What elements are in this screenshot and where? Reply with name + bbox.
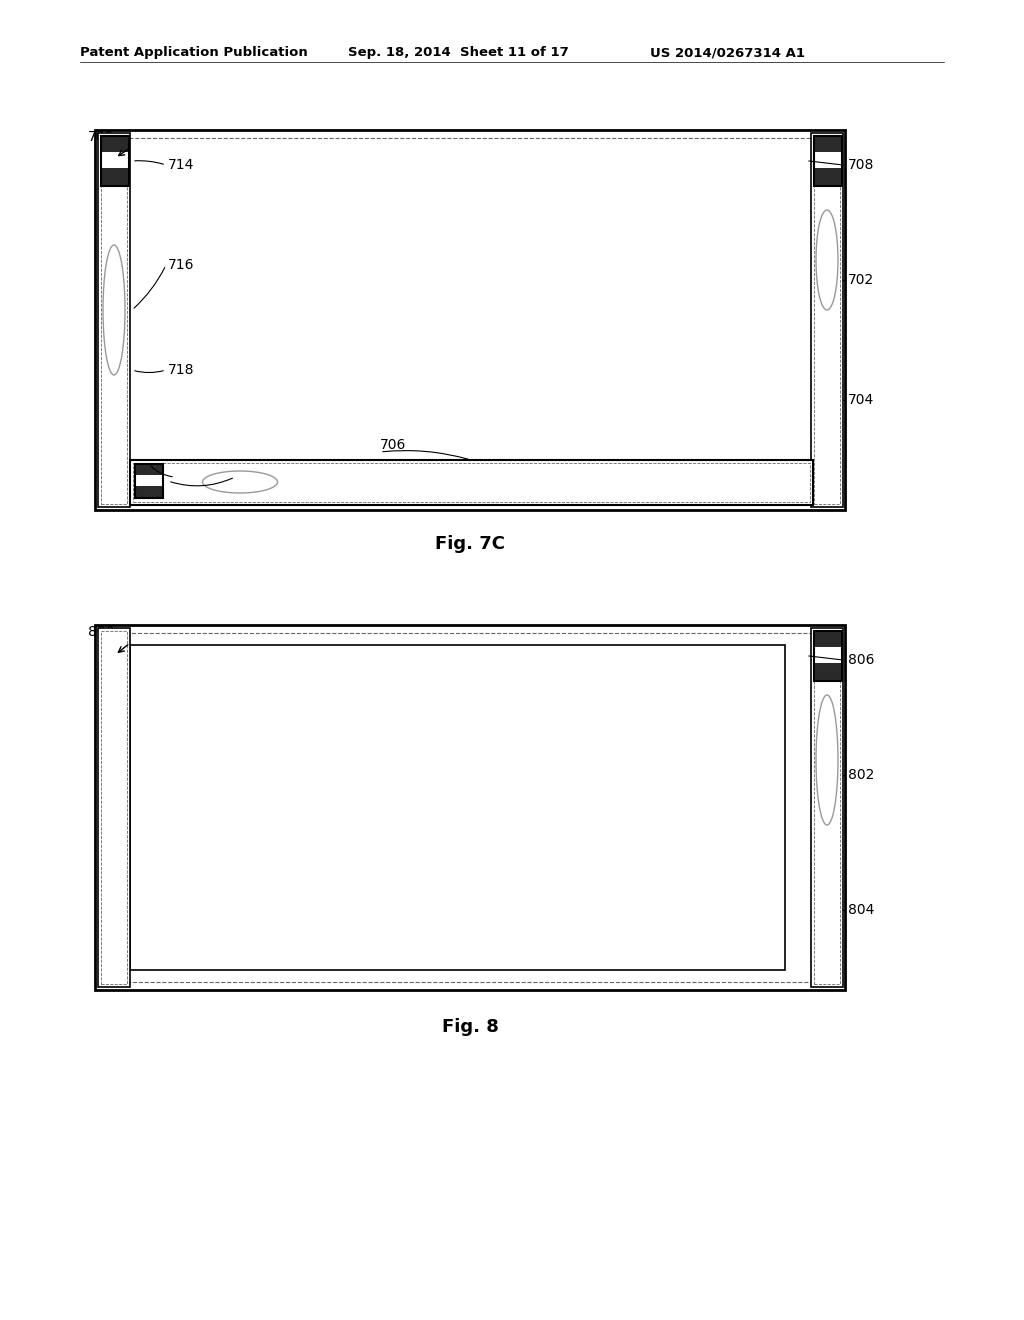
Bar <box>101 136 127 504</box>
Bar <box>130 645 785 970</box>
Text: 700: 700 <box>88 129 115 144</box>
Text: 800: 800 <box>88 624 115 639</box>
Bar <box>814 168 842 186</box>
Bar <box>101 136 129 186</box>
Bar <box>101 136 129 152</box>
Bar <box>811 628 843 987</box>
Bar <box>814 647 842 663</box>
Bar <box>814 663 842 681</box>
Bar <box>95 624 845 990</box>
Bar <box>814 136 842 152</box>
Bar <box>814 631 842 647</box>
Bar <box>135 475 163 486</box>
Bar <box>814 136 842 186</box>
Bar <box>814 631 842 681</box>
Text: 806: 806 <box>848 653 874 667</box>
Bar <box>135 486 163 498</box>
Bar <box>103 634 837 982</box>
Bar <box>135 465 163 475</box>
Bar <box>101 631 127 983</box>
Text: Sep. 18, 2014  Sheet 11 of 17: Sep. 18, 2014 Sheet 11 of 17 <box>348 46 568 59</box>
Text: 802: 802 <box>848 768 874 781</box>
Bar <box>814 152 842 168</box>
Text: 716: 716 <box>168 257 195 272</box>
Bar <box>98 133 130 507</box>
Bar <box>814 631 840 983</box>
Bar <box>135 465 163 498</box>
Text: 708: 708 <box>848 158 874 172</box>
Text: 714: 714 <box>168 158 195 172</box>
Bar <box>130 459 813 506</box>
Bar <box>101 152 129 168</box>
Text: Patent Application Publication: Patent Application Publication <box>80 46 308 59</box>
Bar <box>814 136 840 504</box>
Text: 712: 712 <box>234 463 261 477</box>
Text: 710: 710 <box>175 463 202 477</box>
Bar <box>98 628 130 987</box>
Bar <box>95 129 845 510</box>
Text: Fig. 7C: Fig. 7C <box>435 535 505 553</box>
Text: Fig. 8: Fig. 8 <box>441 1018 499 1036</box>
Text: 706: 706 <box>380 438 407 451</box>
Bar <box>101 168 129 186</box>
Bar <box>133 463 810 502</box>
Text: 804: 804 <box>848 903 874 917</box>
Bar <box>811 133 843 507</box>
Text: 704: 704 <box>848 393 874 407</box>
Text: 702: 702 <box>848 273 874 286</box>
Text: 718: 718 <box>168 363 195 378</box>
Text: US 2014/0267314 A1: US 2014/0267314 A1 <box>650 46 805 59</box>
Bar <box>103 139 837 502</box>
